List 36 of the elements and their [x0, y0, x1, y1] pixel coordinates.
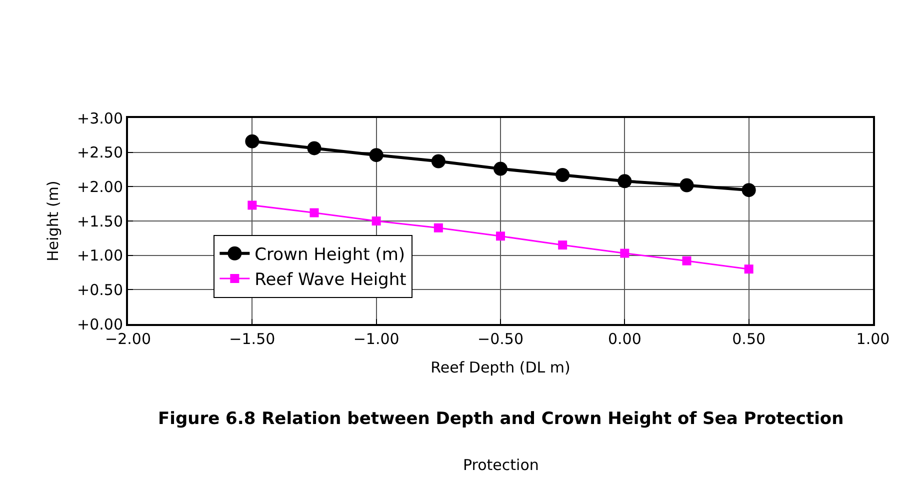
point [680, 178, 694, 192]
point [431, 154, 446, 168]
point [248, 200, 257, 210]
y-tick-label: +1.00 [77, 246, 123, 265]
point [369, 148, 384, 162]
x-tick-label: −1.50 [229, 330, 276, 348]
point [556, 168, 570, 182]
x-tick-label: −0.50 [478, 330, 524, 348]
point [372, 216, 381, 226]
point [245, 134, 260, 148]
point [682, 256, 692, 266]
x-tick-label: 0.50 [732, 330, 766, 348]
point [496, 232, 505, 241]
y-axis-title: Height (m) [44, 180, 62, 262]
y-tick-label: +3.00 [77, 109, 123, 128]
legend-label: Crown Height (m) [254, 245, 406, 265]
point [620, 248, 630, 258]
legend-label: Reef Wave Height [254, 270, 407, 290]
y-tick-label: +0.50 [77, 280, 123, 299]
point [744, 264, 754, 274]
x-tick-label: −1.00 [353, 330, 400, 348]
point [558, 240, 568, 250]
x-tick-label: 1.00 [856, 330, 890, 348]
point [307, 141, 322, 156]
y-tick-label: +2.00 [77, 178, 123, 196]
y-tick-label: +2.50 [77, 144, 123, 162]
text: Protection [463, 456, 539, 474]
point [494, 162, 508, 176]
x-axis-title: Reef Depth (DL m) [430, 358, 570, 376]
x-tick-label: 0.00 [608, 330, 642, 348]
point [434, 223, 443, 232]
point [618, 174, 632, 188]
text: Figure 6.8 Relation between Depth and Crown Height of Sea Protection [158, 409, 844, 429]
y-tick-label: +1.50 [77, 212, 123, 230]
point [742, 183, 756, 198]
point [310, 208, 319, 218]
